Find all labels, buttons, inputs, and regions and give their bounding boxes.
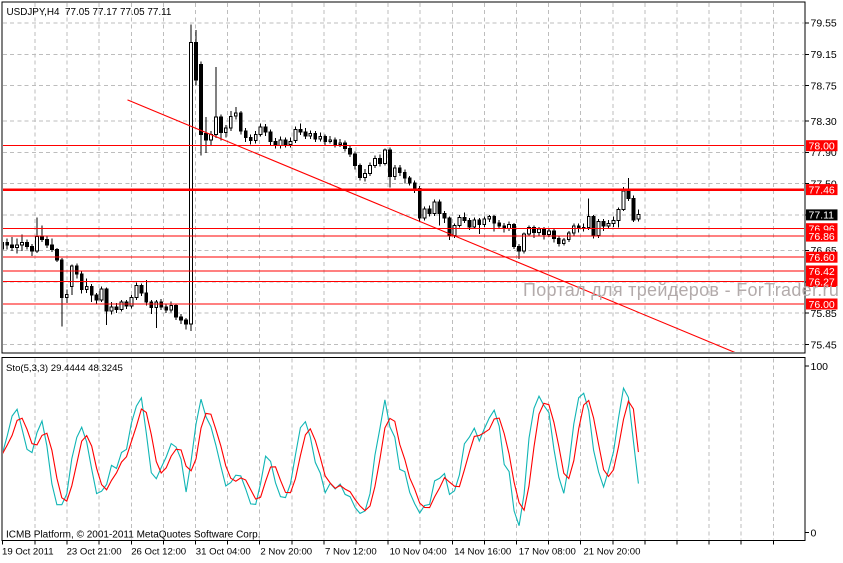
svg-text:76.00: 76.00: [809, 299, 835, 311]
svg-text:76.86: 76.86: [809, 231, 835, 243]
svg-text:7 Nov 12:00: 7 Nov 12:00: [325, 547, 377, 558]
svg-text:2 Nov 20:00: 2 Nov 20:00: [260, 547, 312, 558]
svg-text:78.00: 78.00: [809, 141, 835, 153]
svg-text:77.11: 77.11: [809, 210, 835, 222]
svg-text:75.85: 75.85: [811, 308, 837, 320]
svg-text:76.27: 76.27: [809, 276, 835, 288]
svg-text:Портал для трейдеров - ForTrad: Портал для трейдеров - ForTrader.ru: [523, 280, 839, 300]
svg-text:76.42: 76.42: [809, 266, 835, 278]
svg-text:19 Oct 2011: 19 Oct 2011: [2, 547, 54, 558]
svg-text:26 Oct 12:00: 26 Oct 12:00: [131, 547, 186, 558]
svg-text:ICMB Platform, © 2001-2011 Met: ICMB Platform, © 2001-2011 MetaQuotes So…: [6, 530, 261, 541]
svg-text:100: 100: [811, 361, 829, 373]
svg-text:78.30: 78.30: [811, 116, 837, 128]
svg-text:21 Nov 20:00: 21 Nov 20:00: [583, 547, 640, 558]
svg-text:77.46: 77.46: [809, 184, 835, 196]
svg-text:79.15: 79.15: [811, 49, 837, 61]
svg-text:76.60: 76.60: [809, 252, 835, 264]
svg-text:31 Oct 04:00: 31 Oct 04:00: [196, 547, 251, 558]
svg-text:Sto(5,3,3) 29.4444 48.3245: Sto(5,3,3) 29.4444 48.3245: [6, 363, 123, 374]
svg-text:23 Oct 21:00: 23 Oct 21:00: [67, 547, 122, 558]
svg-text:14 Nov 16:00: 14 Nov 16:00: [454, 547, 511, 558]
svg-text:10 Nov 04:00: 10 Nov 04:00: [390, 547, 447, 558]
svg-text:17 Nov 08:00: 17 Nov 08:00: [519, 547, 576, 558]
svg-text:0: 0: [811, 527, 817, 539]
svg-text:75.45: 75.45: [811, 339, 837, 351]
svg-text:USDJPY,H4 77.05 77.17 77.05 7: USDJPY,H4 77.05 77.17 77.05 77.11: [7, 7, 172, 18]
svg-text:79.55: 79.55: [811, 18, 837, 30]
svg-text:78.75: 78.75: [811, 81, 837, 93]
